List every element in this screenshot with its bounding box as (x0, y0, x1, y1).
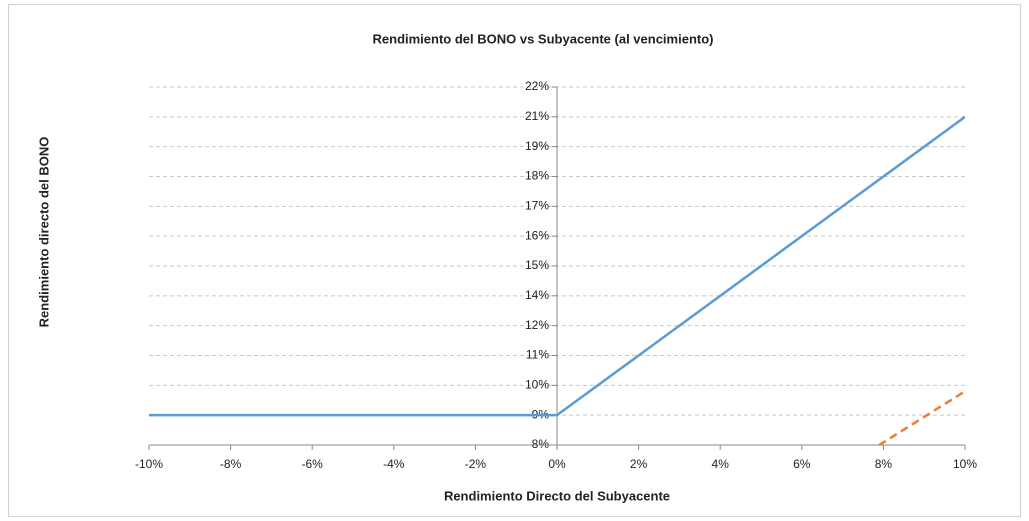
x-tick-label: -2% (465, 457, 487, 471)
x-tick-label: 6% (793, 457, 811, 471)
y-tick-label: 12% (525, 318, 549, 332)
x-tick-label: 10% (953, 457, 977, 471)
x-tick-label: -8% (220, 457, 242, 471)
y-axis-title: Rendimiento directo del BONO (36, 137, 51, 328)
y-tick-label: 22% (525, 79, 549, 93)
series-line (149, 115, 965, 417)
chart-title: Rendimiento del BONO vs Subyacente (al v… (373, 31, 714, 46)
x-tick-label: 8% (875, 457, 893, 471)
x-tick-label: 0% (548, 457, 566, 471)
y-tick-label: 8% (532, 437, 550, 451)
x-tick-label: -6% (302, 457, 324, 471)
x-axis-title: Rendimiento Directo del Subyacente (444, 488, 670, 503)
x-tick-label: -10% (135, 457, 163, 471)
y-tick-label: 15% (525, 258, 549, 272)
y-tick-label: 11% (526, 348, 549, 362)
y-tick-label: 21% (525, 109, 549, 123)
x-tick-label: 4% (712, 457, 730, 471)
y-tick-label: 17% (525, 199, 549, 213)
y-tick-label: 14% (525, 288, 549, 302)
chart-border (8, 4, 1021, 517)
x-tick-label: 2% (630, 457, 648, 471)
y-tick-label: 18% (525, 169, 549, 183)
x-tick-label: -4% (383, 457, 405, 471)
y-tick-label: 19% (525, 139, 549, 153)
y-tick-label: 10% (525, 378, 549, 392)
series-line (876, 390, 965, 445)
y-tick-label: 16% (525, 228, 549, 242)
